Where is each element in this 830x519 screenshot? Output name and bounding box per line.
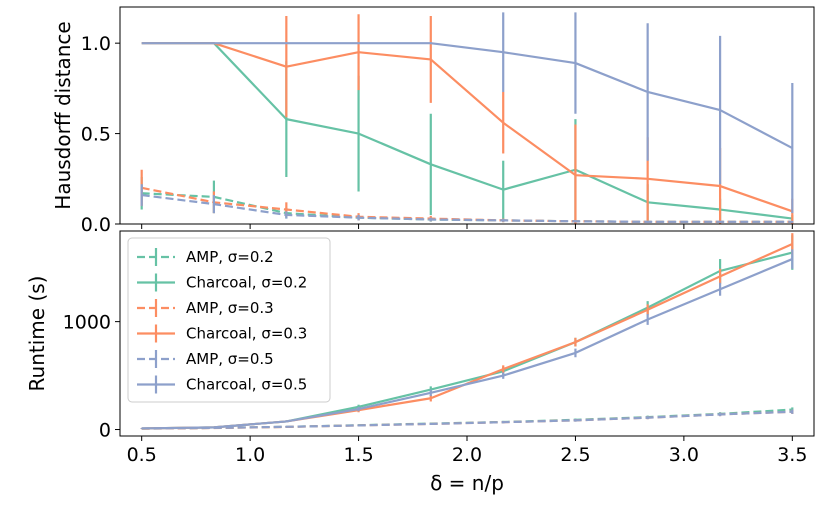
hausdorff-series-line	[141, 193, 793, 223]
x-tick-label: 1.0	[235, 444, 265, 466]
legend-item: Charcoal, σ=0.3	[137, 324, 307, 343]
runtime-ytick-label: 1000	[63, 312, 111, 334]
hausdorff-ylabel: Hausdorff distance	[51, 21, 75, 209]
hausdorff-series-layer	[140, 12, 794, 224]
legend-item: Charcoal, σ=0.5	[137, 375, 307, 394]
runtime-ylabel: Runtime (s)	[25, 276, 49, 392]
hausdorff-series-line	[141, 42, 793, 150]
runtime-ytick-label: 0	[99, 420, 111, 442]
x-axis-label: δ = n/p	[430, 471, 504, 495]
legend-label: AMP, σ=0.2	[186, 248, 274, 266]
legend-item: AMP, σ=0.5	[137, 350, 274, 368]
legend-label: Charcoal, σ=0.5	[186, 376, 307, 394]
legend-label: Charcoal, σ=0.3	[186, 325, 307, 343]
legend-box	[127, 237, 331, 403]
runtime-series-layer	[140, 233, 794, 430]
legend-label: AMP, σ=0.5	[186, 350, 274, 368]
legend-item: AMP, σ=0.3	[137, 299, 274, 317]
runtime-frame	[119, 230, 815, 437]
x-tick-label: 3.0	[669, 444, 699, 466]
hausdorff-frame	[119, 6, 815, 225]
runtime-xticks: 0.5 1.0 1.5 2.0 2.5 3.0 3.5	[127, 436, 807, 466]
legend: AMP, σ=0.2 Charcoal, σ=0.2 AMP, σ=0.3 Charc…	[127, 237, 331, 403]
hausdorff-plot-area	[120, 7, 814, 224]
hausdorff-panel: 0.0 0.5 1.0 Hausdorff distance	[51, 6, 815, 236]
runtime-series-line	[141, 410, 793, 430]
x-tick-label: 0.5	[127, 444, 157, 466]
legend-label: Charcoal, σ=0.2	[186, 274, 307, 292]
runtime-series-4	[140, 409, 794, 430]
runtime-series-5	[140, 249, 794, 430]
hausdorff-yticks: 0.0 0.5 1.0	[81, 33, 793, 236]
hausdorff-ytick-label: 0.0	[81, 214, 111, 236]
runtime-series-line	[141, 258, 793, 430]
hausdorff-series-line	[141, 42, 793, 220]
legend-item: Charcoal, σ=0.2	[137, 273, 307, 292]
x-tick-label: 1.5	[343, 444, 373, 466]
hausdorff-ytick-label: 1.0	[81, 33, 111, 55]
legend-label: AMP, σ=0.3	[186, 299, 274, 317]
legend-item: AMP, σ=0.2	[137, 248, 274, 266]
hausdorff-series-3	[141, 14, 794, 224]
x-tick-label: 2.0	[452, 444, 482, 466]
hausdorff-series-line	[141, 42, 793, 213]
hausdorff-series-4	[140, 184, 794, 223]
runtime-yticks: 0 1000	[63, 312, 120, 442]
x-tick-label: 3.5	[777, 444, 807, 466]
x-tick-label: 2.5	[560, 444, 590, 466]
hausdorff-ytick-label: 0.5	[81, 124, 111, 146]
hausdorff-series-5	[141, 12, 794, 214]
